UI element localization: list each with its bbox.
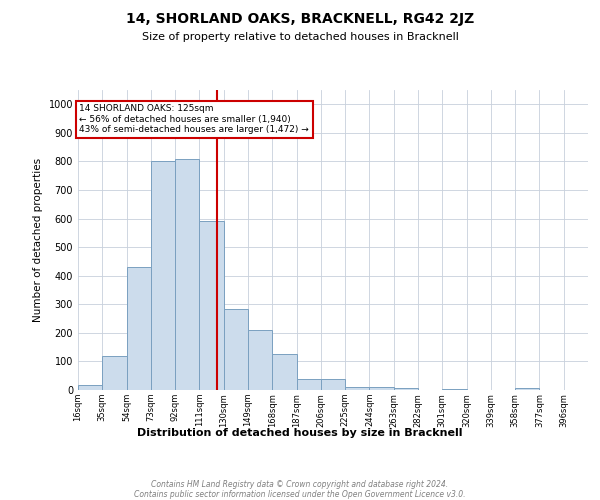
Bar [321,378,345,390]
Bar [102,356,127,390]
Bar [296,378,321,390]
Bar [127,267,151,390]
Text: 14 SHORLAND OAKS: 125sqm
← 56% of detached houses are smaller (1,940)
43% of sem: 14 SHORLAND OAKS: 125sqm ← 56% of detach… [79,104,309,134]
Bar [515,388,539,390]
Bar [272,354,296,390]
Bar [199,222,224,390]
Y-axis label: Number of detached properties: Number of detached properties [33,158,43,322]
Text: Distribution of detached houses by size in Bracknell: Distribution of detached houses by size … [137,428,463,438]
Bar [345,386,370,390]
Text: 14, SHORLAND OAKS, BRACKNELL, RG42 2JZ: 14, SHORLAND OAKS, BRACKNELL, RG42 2JZ [126,12,474,26]
Text: Contains HM Land Registry data © Crown copyright and database right 2024.
Contai: Contains HM Land Registry data © Crown c… [134,480,466,500]
Text: Size of property relative to detached houses in Bracknell: Size of property relative to detached ho… [142,32,458,42]
Bar [248,330,272,390]
Bar [175,158,199,390]
Bar [151,162,175,390]
Bar [370,387,394,390]
Bar [442,388,467,390]
Bar [78,385,102,390]
Bar [394,388,418,390]
Bar [224,308,248,390]
